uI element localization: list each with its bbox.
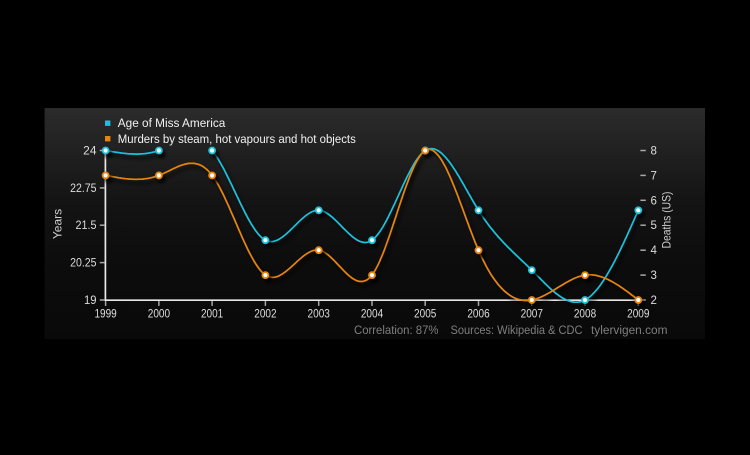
svg-text:Age of Miss America: Age of Miss America — [118, 116, 226, 130]
svg-text:tylervigen.com: tylervigen.com — [591, 323, 668, 337]
svg-text:2005: 2005 — [414, 309, 436, 321]
svg-text:Murders by steam, hot vapours: Murders by steam, hot vapours and hot ob… — [118, 132, 356, 146]
svg-text:Deaths (US): Deaths (US) — [660, 192, 674, 249]
svg-text:22.75: 22.75 — [70, 183, 96, 195]
svg-text:2003: 2003 — [308, 309, 330, 321]
svg-text:4: 4 — [651, 245, 658, 257]
svg-text:2006: 2006 — [467, 309, 489, 321]
svg-text:2: 2 — [651, 295, 657, 307]
svg-text:2002: 2002 — [254, 309, 276, 321]
svg-text:2007: 2007 — [521, 309, 543, 321]
svg-text:20.25: 20.25 — [70, 258, 96, 270]
svg-text:2009: 2009 — [627, 309, 649, 321]
svg-text:21.5: 21.5 — [76, 220, 97, 232]
svg-text:2001: 2001 — [201, 309, 223, 321]
svg-text:1999: 1999 — [94, 309, 116, 321]
svg-text:Years: Years — [51, 209, 65, 239]
svg-text:7: 7 — [651, 170, 657, 182]
svg-text:24: 24 — [83, 146, 97, 158]
svg-text:Sources: Wikipedia & CDC: Sources: Wikipedia & CDC — [451, 323, 583, 337]
svg-text:2004: 2004 — [361, 309, 384, 321]
svg-text:Correlation: 87%: Correlation: 87% — [354, 323, 439, 337]
svg-text:8: 8 — [651, 146, 657, 158]
svg-text:2000: 2000 — [148, 309, 170, 321]
svg-text:3: 3 — [651, 270, 657, 282]
svg-text:5: 5 — [651, 220, 657, 232]
svg-text:19: 19 — [84, 295, 97, 307]
svg-text:6: 6 — [651, 195, 657, 207]
svg-text:2008: 2008 — [574, 309, 596, 321]
